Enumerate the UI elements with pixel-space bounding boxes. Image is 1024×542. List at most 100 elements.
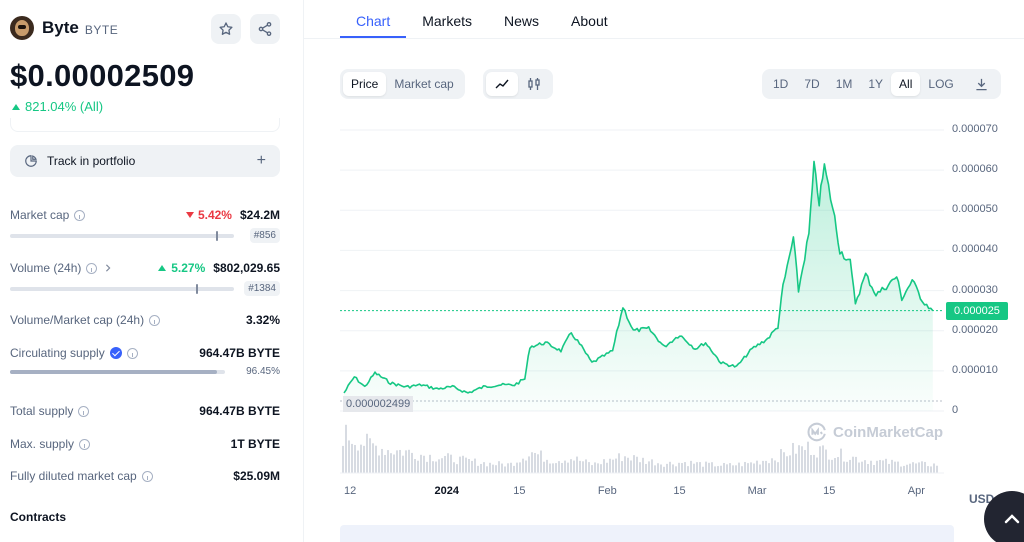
range-7d[interactable]: 7D [804,77,820,91]
info-icon[interactable] [86,262,98,274]
volume-bar [735,465,737,473]
tab-markets[interactable]: Markets [422,13,473,29]
volume-bar [405,450,407,473]
chart-type-toggle: Price Market cap [340,69,465,99]
price-option[interactable]: Price [343,72,387,96]
volume-bar [444,455,446,473]
range-all[interactable]: All [891,72,921,96]
stat-volume-market-cap: Volume/Market cap (24h) 3.32% [10,313,280,327]
info-icon[interactable] [79,438,91,450]
volume-bar [690,460,692,473]
volume-bar [888,463,890,473]
x-tick-label: 15 [673,485,686,497]
log-scale-toggle[interactable]: LOG [928,77,954,91]
market-cap-option[interactable]: Market cap [394,77,454,91]
volume-bar [483,462,485,473]
stat-label: Volume/Market cap (24h) [10,313,145,327]
volume-bar [726,464,728,473]
price-line [343,160,934,394]
range-1y[interactable]: 1Y [868,77,884,91]
stat-label: Max. supply [10,437,75,451]
volume-bar [606,462,608,473]
range-1d[interactable]: 1D [773,77,789,91]
volume-bar [423,455,425,473]
current-price-label: 0.000025 [946,302,1008,320]
price-area [344,161,933,411]
candlestick-button[interactable] [518,72,550,96]
watchlist-star-button[interactable] [211,14,241,44]
volume-bar [702,466,704,473]
y-tick-label: 0 [952,404,959,416]
volume-bar [624,456,626,473]
volume-bar [858,462,860,473]
info-icon[interactable] [74,209,86,221]
stat-label: Circulating supply [10,346,105,360]
y-tick-label: 0.000050 [952,203,998,216]
volume-bar [531,452,533,473]
info-icon[interactable] [126,347,138,359]
volume-bar [717,466,719,473]
download-button[interactable] [966,72,998,96]
chevron-right-icon[interactable] [104,264,112,272]
track-portfolio-button[interactable]: Track in portfolio + [10,145,280,177]
volume-bar [681,463,683,473]
info-icon[interactable] [141,470,153,482]
tab-news[interactable]: News [504,13,540,29]
share-button[interactable] [250,14,280,44]
volume-bar [696,462,698,473]
volume-bar [360,444,362,473]
volume-bar [780,449,782,473]
stat-change: 5.42% [185,208,232,222]
volume-bar [519,462,521,473]
scroll-to-top-button[interactable] [984,491,1024,542]
coin-sidebar: Byte BYTE $0.00002509 821.04% (All) Trac… [0,0,304,542]
volume-bar [612,459,614,473]
volume-bar [789,455,791,473]
volume-bar [693,463,695,473]
price-chart[interactable] [340,123,944,479]
volume-bar [555,463,557,473]
volume-bar [699,462,701,473]
stat-total-supply: Total supply 964.47B BYTE [10,404,280,418]
volume-bar [672,464,674,473]
star-icon [219,22,233,35]
caret-down-icon [185,212,194,218]
volume-bar [633,455,635,473]
volume-bar [522,458,524,473]
volume-bar [879,459,881,473]
volume-bar [720,465,722,473]
stat-value: 3.32% [245,313,280,327]
volume-bar [564,460,566,473]
rank-badge: #856 [249,228,280,243]
volume-bar [495,465,497,473]
watermark: CoinMarketCap [806,421,943,443]
info-icon[interactable] [149,314,161,326]
volume-bar [912,462,914,473]
volume-bar [885,458,887,473]
coin-symbol: BYTE [84,22,119,37]
range-marker [216,230,219,241]
volume-bar [816,457,818,473]
info-icon[interactable] [78,405,90,417]
volume-bar [546,459,548,473]
volume-bar [753,463,755,473]
volume-bar [513,465,515,473]
chart-navigator[interactable] [340,525,954,542]
volume-bar [534,452,536,473]
volume-bar [729,463,731,473]
volume-bar [762,460,764,473]
volume-bar [891,459,893,473]
volume-bar [417,460,419,473]
range-1m[interactable]: 1M [835,77,853,91]
volume-bar [894,461,896,473]
stat-value: 964.47B BYTE [199,404,280,418]
tab-about[interactable]: About [571,13,608,29]
volume-range-bar [10,283,234,294]
volume-bar [843,461,845,473]
line-chart-button[interactable] [486,72,518,96]
volume-bar [414,459,416,473]
tab-chart[interactable]: Chart [340,0,407,38]
volume-bar [675,466,677,473]
volume-bar [765,460,767,473]
